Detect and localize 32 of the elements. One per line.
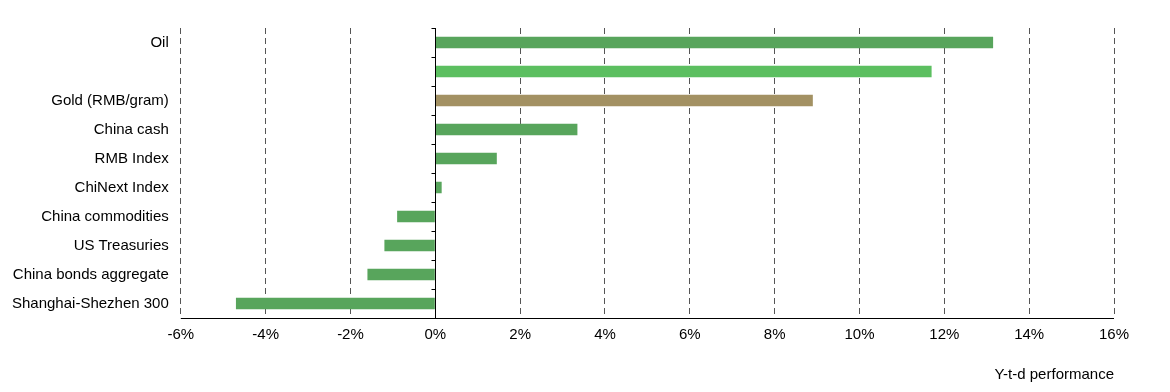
bar (435, 181, 442, 194)
bar (435, 94, 813, 107)
bar (235, 297, 435, 310)
x-tick-label: 16% (1098, 325, 1130, 343)
x-tick-label: -6% (167, 325, 195, 343)
x-tick-label: -2% (337, 325, 364, 343)
x-axis-title: Y-t-d performance (994, 365, 1114, 383)
bar (435, 36, 994, 49)
x-tick-label: 12% (929, 325, 960, 343)
bar (435, 65, 932, 78)
bar (435, 123, 578, 136)
y-tick-label: China commodities (41, 206, 169, 224)
y-tick-label: China bonds aggregate (12, 264, 169, 282)
y-tick-label: Shanghai-Shezhen 300 (12, 293, 169, 311)
y-tick-label: ChiNext Index (74, 177, 170, 195)
y-tick-label: RMB Index (94, 148, 170, 166)
x-tick-label: 8% (763, 325, 786, 343)
x-tick-label: 4% (594, 325, 616, 343)
x-tick-label: 0% (424, 325, 447, 343)
bar (384, 239, 435, 252)
y-tick-label: Gold (RMB/gram) (51, 90, 169, 108)
x-tick-label: 10% (844, 325, 875, 343)
y-tick-label: US Treasuries (73, 235, 169, 253)
bar (435, 152, 497, 165)
x-tick-label: 14% (1014, 325, 1045, 343)
bar (397, 210, 435, 223)
x-tick-label: 2% (509, 325, 531, 343)
x-tick-label: -4% (252, 325, 279, 343)
x-tick-label: 6% (678, 325, 701, 343)
bar (367, 268, 435, 281)
y-tick-label: Oil (150, 32, 169, 50)
y-tick-label: China cash (93, 119, 169, 137)
